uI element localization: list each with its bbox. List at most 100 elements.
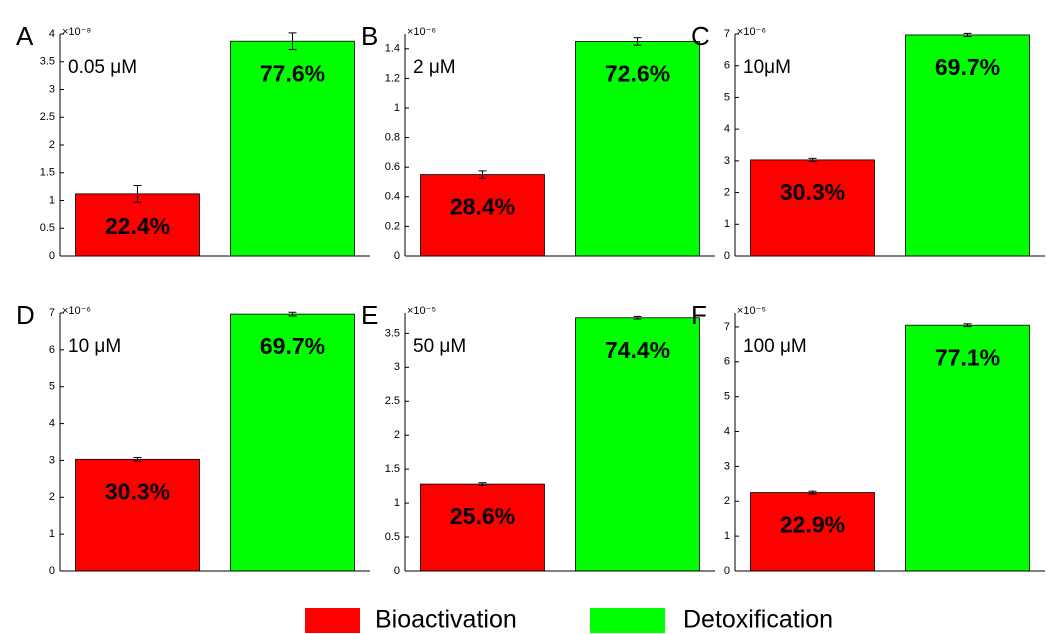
y-tick-label: 0: [49, 250, 55, 262]
error-bar: [808, 157, 817, 162]
panel-title: 10μM: [743, 57, 791, 78]
y-tick-label: 2: [49, 491, 55, 503]
y-tick-label: 5: [724, 391, 730, 403]
y-tick-label: 1: [394, 497, 400, 509]
bar: [750, 159, 875, 257]
y-tick-label: 3: [724, 155, 730, 167]
y-tick-label: 0.8: [385, 132, 400, 144]
panel-letter: A: [16, 21, 34, 51]
y-tick-label: 1: [724, 218, 730, 230]
bar: [420, 174, 545, 257]
bar: [905, 324, 1030, 572]
y-tick-label: 6: [724, 356, 730, 368]
multiplier: ×10⁻⁵: [407, 305, 436, 317]
panel-title: 10 μM: [68, 336, 121, 357]
error-bar: [478, 170, 487, 179]
percent-label: 22.9%: [780, 512, 845, 538]
panel-letter: C: [691, 21, 710, 51]
y-tick-label: 0.5: [40, 222, 55, 234]
panel-letter: D: [16, 300, 35, 330]
y-tick-label: 4: [49, 417, 55, 429]
y-tick-label: 3: [394, 361, 400, 373]
bar: [575, 317, 700, 572]
y-tick-label: 1: [724, 530, 730, 542]
bar: [905, 34, 1030, 257]
y-tick-label: 0: [724, 250, 730, 262]
percent-label: 28.4%: [450, 194, 515, 220]
y-tick-label: 0: [49, 565, 55, 577]
panel-title: 0.05 μM: [68, 57, 137, 78]
multiplier: ×10⁻⁶: [62, 305, 91, 317]
error-bar: [963, 32, 972, 38]
error-bar: [133, 456, 142, 462]
y-tick-label: 3: [724, 460, 730, 472]
panel-letter: B: [361, 21, 378, 51]
bar: [75, 458, 200, 572]
y-tick-label: 2: [724, 186, 730, 198]
multiplier: ×10⁻⁶: [407, 26, 436, 38]
y-tick-label: 3.5: [385, 327, 400, 339]
y-tick-label: 1.5: [385, 463, 400, 475]
percent-label: 74.4%: [605, 337, 670, 363]
multiplier: ×10⁻⁶: [737, 26, 766, 38]
percent-label: 77.6%: [260, 60, 325, 86]
y-tick-label: 1.5: [40, 167, 55, 179]
legend-label: Detoxification: [683, 606, 833, 634]
y-tick-label: 1.4: [385, 43, 400, 55]
error-bar: [633, 315, 642, 320]
y-tick-label: 0.2: [385, 220, 400, 232]
bar: [230, 313, 355, 572]
y-tick-label: 4: [724, 425, 730, 437]
y-tick-label: 0: [724, 565, 730, 577]
y-tick-label: 3.5: [40, 56, 55, 68]
error-bar: [963, 323, 972, 328]
y-tick-label: 6: [49, 344, 55, 356]
percent-label: 30.3%: [105, 478, 170, 504]
error-bar: [133, 185, 142, 203]
percent-label: 69.7%: [935, 54, 1000, 80]
multiplier: ×10⁻⁸: [62, 26, 91, 38]
panel-letter: F: [691, 300, 707, 330]
error-bar: [288, 32, 297, 51]
y-tick-label: 0.5: [385, 531, 400, 543]
y-tick-label: 3: [49, 83, 55, 95]
y-tick-label: 0.4: [385, 191, 400, 203]
y-tick-label: 5: [724, 91, 730, 103]
legend-swatch: [305, 608, 360, 633]
y-tick-label: 2.5: [385, 395, 400, 407]
y-tick-label: 2: [724, 495, 730, 507]
y-tick-label: 2: [394, 429, 400, 441]
error-bar: [633, 37, 642, 46]
y-tick-label: 2.5: [40, 111, 55, 123]
y-tick-label: 6: [724, 60, 730, 72]
error-bar: [288, 311, 297, 317]
y-tick-label: 1: [394, 102, 400, 114]
panel-letter: E: [361, 300, 378, 330]
legend-label: Bioactivation: [375, 606, 517, 634]
error-bar: [808, 490, 817, 495]
error-bar: [478, 482, 487, 486]
multiplier: ×10⁻⁵: [737, 305, 766, 317]
legend-swatch: [590, 608, 665, 633]
y-tick-label: 7: [724, 321, 730, 333]
panel-title: 50 μM: [413, 336, 466, 357]
y-tick-label: 2: [49, 139, 55, 151]
bar: [575, 41, 700, 257]
y-tick-label: 5: [49, 381, 55, 393]
percent-label: 72.6%: [605, 60, 670, 86]
y-tick-label: 7: [724, 28, 730, 40]
y-tick-label: 3: [49, 454, 55, 466]
bar: [75, 193, 200, 257]
percent-label: 77.1%: [935, 344, 1000, 370]
y-tick-label: 0: [394, 565, 400, 577]
percent-label: 69.7%: [260, 333, 325, 359]
y-tick-label: 0: [394, 250, 400, 262]
percent-label: 22.4%: [105, 213, 170, 239]
y-tick-label: 4: [49, 28, 55, 40]
percent-label: 25.6%: [450, 503, 515, 529]
y-tick-label: 1.2: [385, 72, 400, 84]
panel-title: 100 μM: [743, 336, 807, 357]
y-tick-label: 1: [49, 194, 55, 206]
y-tick-label: 7: [49, 307, 55, 319]
